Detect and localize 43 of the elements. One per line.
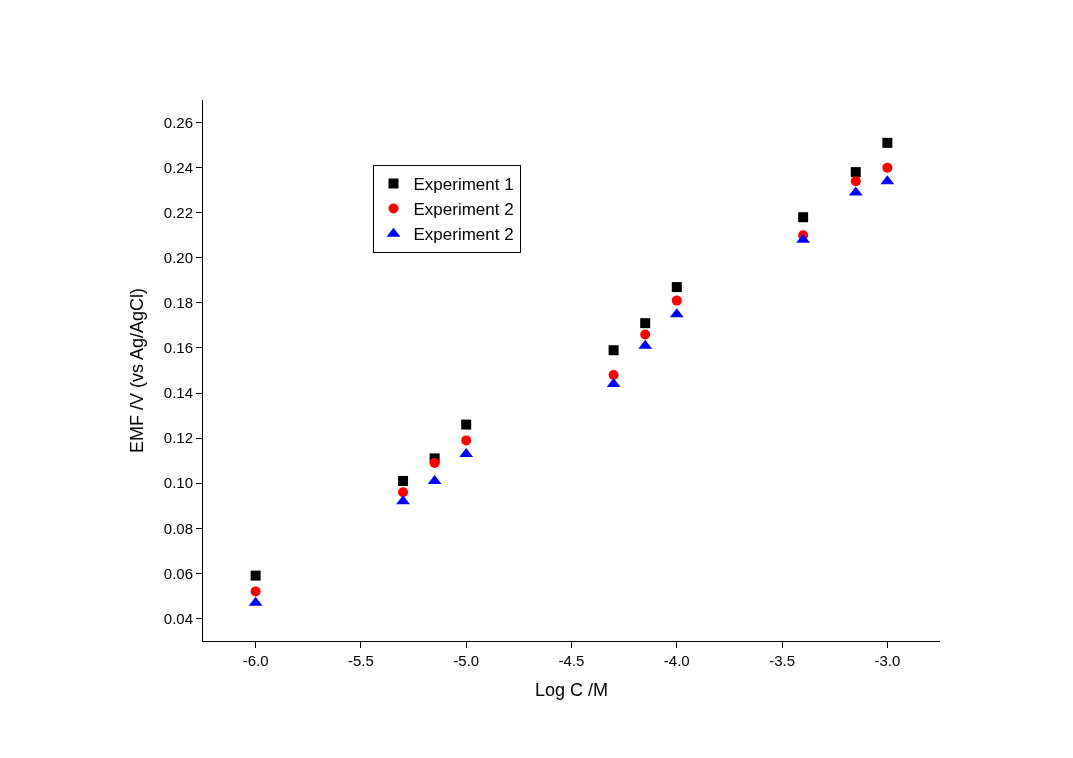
- legend-label: Experiment 2: [413, 200, 514, 220]
- point: [882, 162, 893, 173]
- y-tick-label: 0.08: [163, 519, 193, 537]
- legend-label: Experiment 1: [413, 175, 514, 195]
- y-tick-label: 0.22: [163, 203, 193, 221]
- point: [640, 329, 651, 340]
- x-tick-label: -3.5: [769, 652, 795, 669]
- point: [608, 370, 619, 381]
- point: [461, 435, 472, 446]
- y-tick-label: 0.06: [163, 564, 193, 582]
- y-tick-label: 0.26: [163, 113, 193, 131]
- point: [250, 586, 261, 597]
- y-tick-label: 0.16: [163, 339, 193, 357]
- point: [640, 318, 651, 329]
- point: [882, 137, 893, 148]
- x-tick-label: -3.0: [874, 652, 901, 669]
- point: [608, 345, 619, 356]
- x-tick-label: -4.0: [663, 652, 690, 669]
- point: [671, 282, 682, 293]
- y-tick-label: 0.12: [163, 429, 193, 447]
- point: [398, 487, 409, 498]
- point: [461, 419, 472, 430]
- point: [850, 167, 861, 178]
- legend-label: Experiment 2: [413, 225, 514, 245]
- point: [798, 212, 809, 223]
- y-tick-label: 0.14: [163, 384, 193, 402]
- point: [396, 495, 410, 505]
- y-tick-label: 0.04: [163, 609, 193, 627]
- x-tick-label: -5.5: [348, 652, 374, 669]
- point: [250, 570, 261, 581]
- x-tick-label: -5.0: [453, 652, 480, 669]
- x-tick-label: -6.0: [242, 652, 269, 669]
- point: [671, 295, 682, 306]
- x-axis-title: Log C /M: [534, 680, 609, 701]
- x-tick-label: -4.5: [558, 652, 585, 669]
- point: [850, 176, 861, 187]
- y-tick-label: 0.10: [163, 474, 193, 492]
- y-tick-label: 0.20: [163, 249, 193, 267]
- point: [429, 457, 440, 468]
- y-tick-label: 0.24: [163, 158, 193, 176]
- y-axis-title: EMF /V (vs Ag/AgCl): [127, 287, 147, 454]
- point: [398, 475, 409, 486]
- y-tick-label: 0.18: [163, 294, 193, 312]
